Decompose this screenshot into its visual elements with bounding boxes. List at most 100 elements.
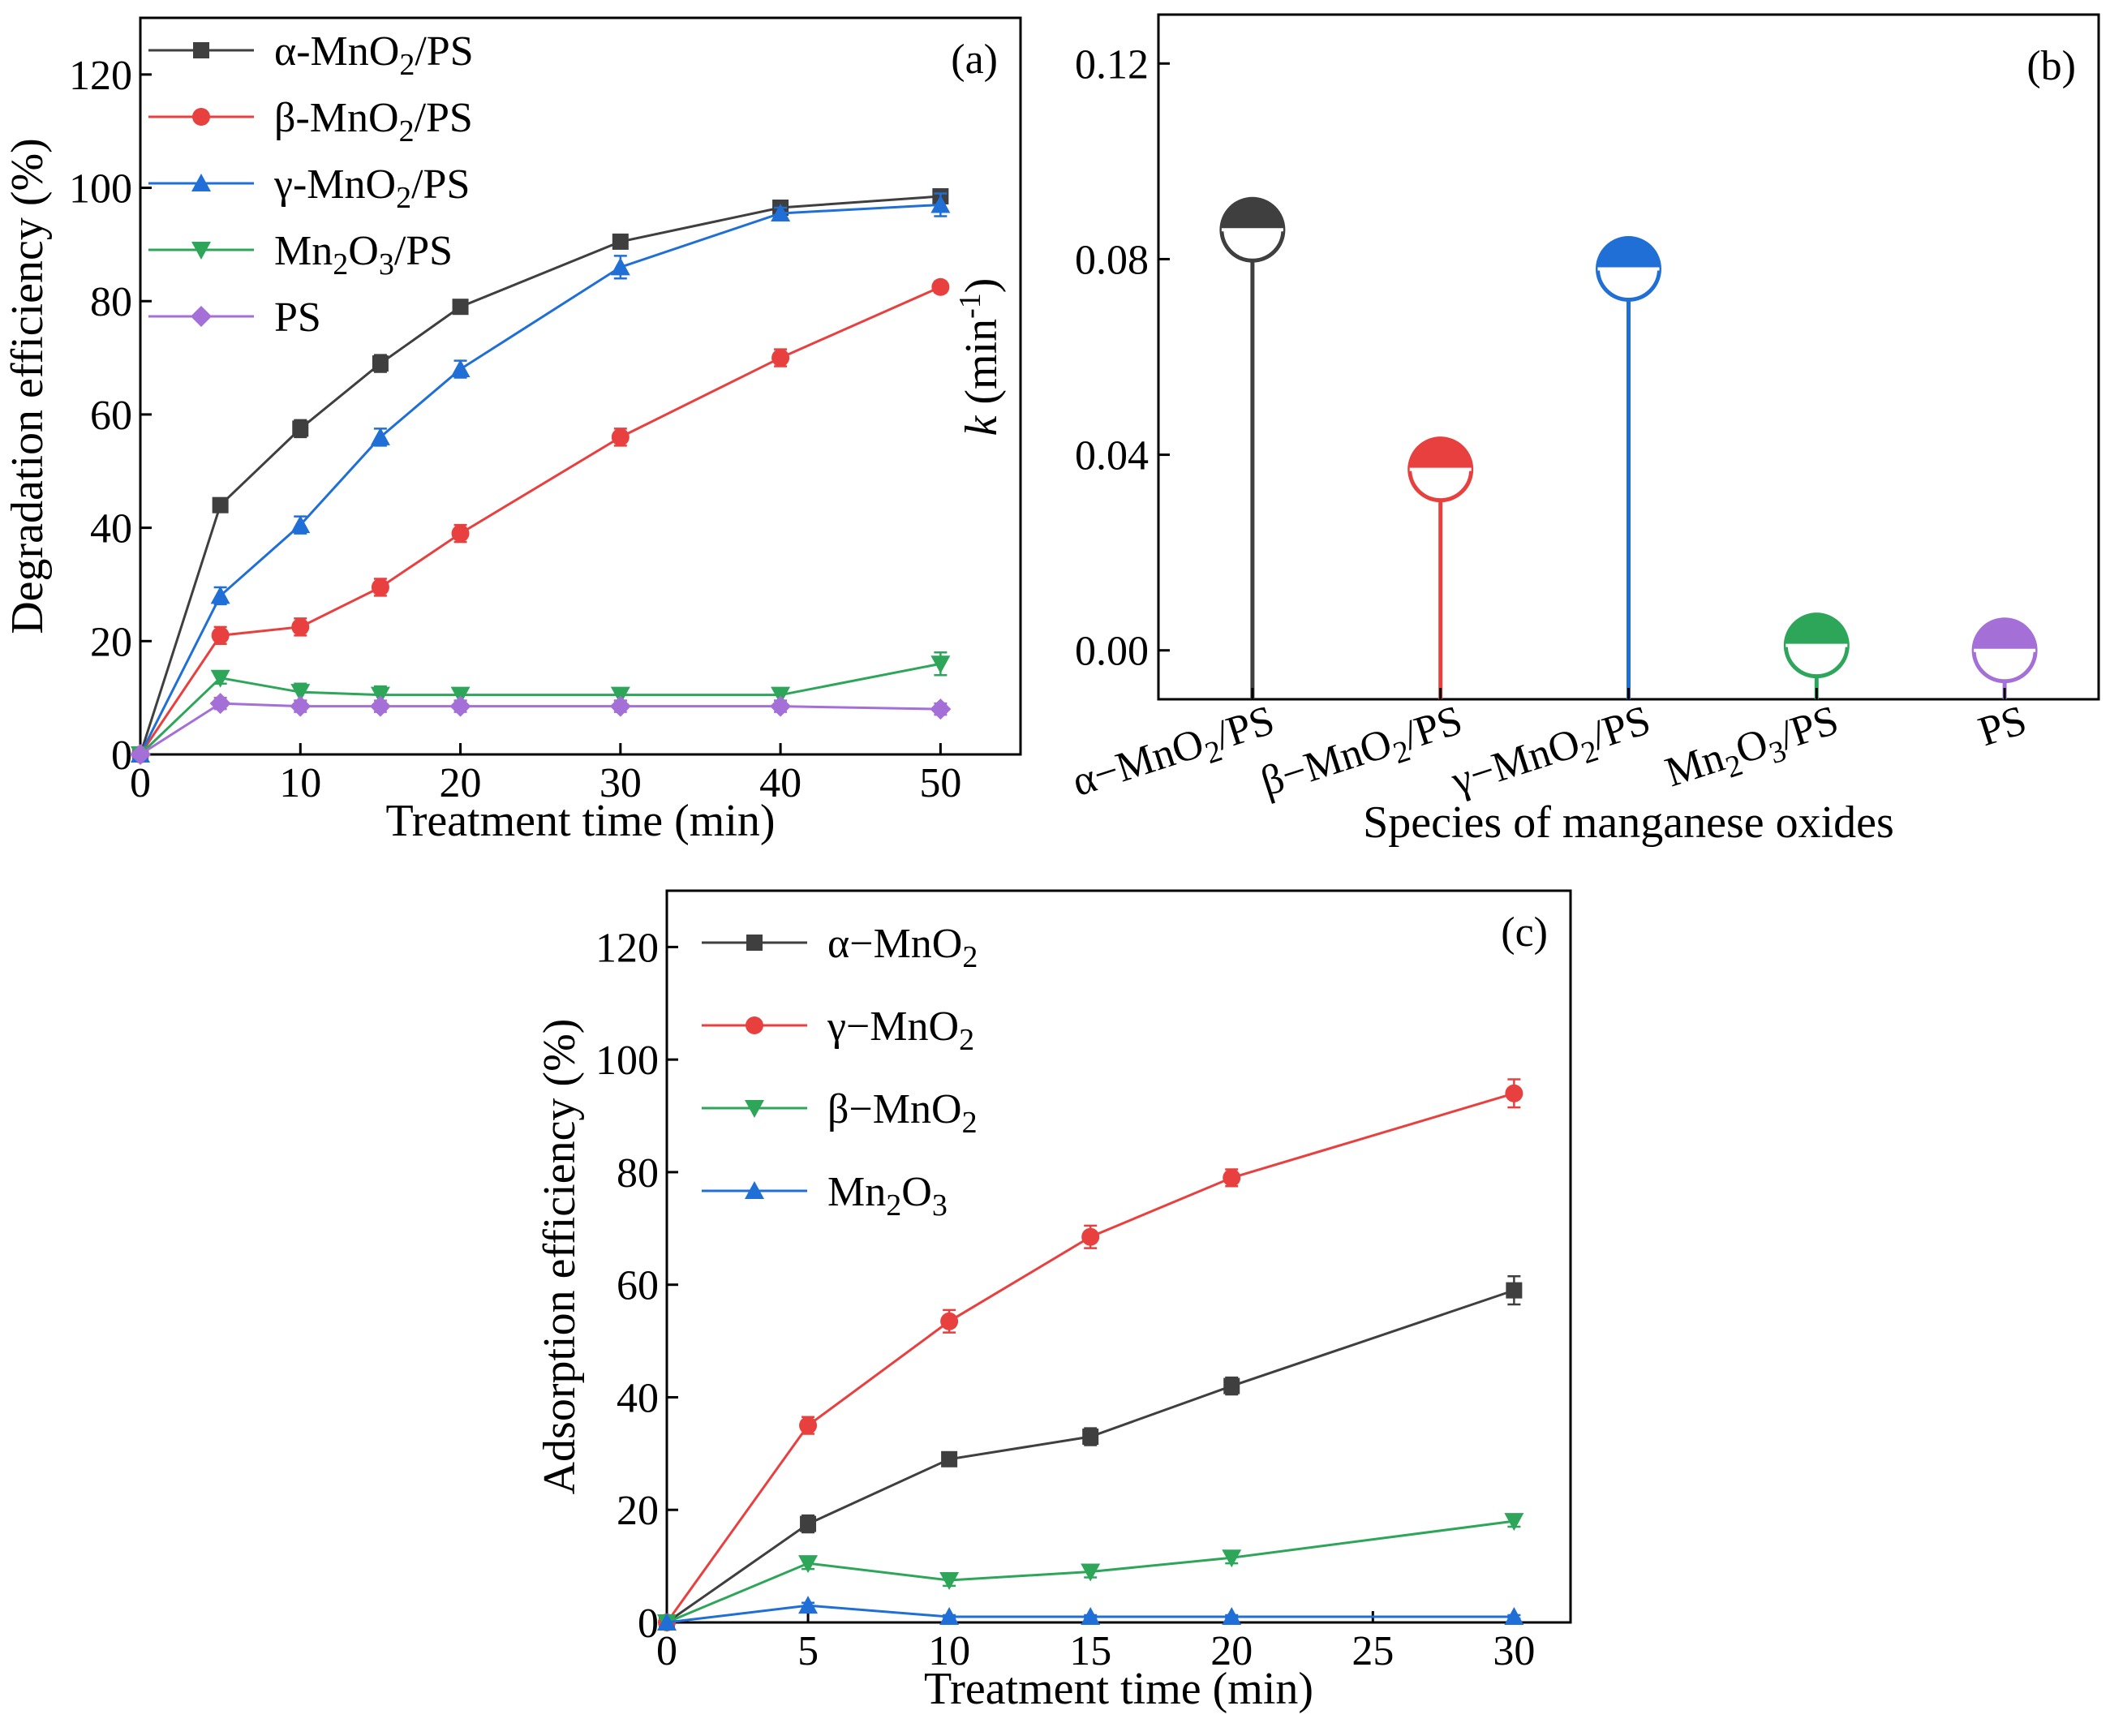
x-axis-label: Species of manganese oxides [1363, 797, 1894, 848]
legend-marker [745, 1100, 764, 1118]
data-point [210, 586, 230, 604]
label-main: γ-MnO [273, 161, 396, 208]
series-line [666, 1289, 1515, 1624]
data-point [771, 349, 790, 367]
data-point [209, 693, 231, 715]
data-point [130, 744, 151, 765]
x-tick-label: 50 [919, 760, 961, 806]
series-1 [658, 1078, 1523, 1631]
x-axis-label: Treatment time (min) [385, 796, 775, 846]
y-tick-label: 60 [90, 393, 132, 439]
data-point [798, 1555, 819, 1574]
y-tick-label: 60 [617, 1263, 659, 1309]
data-point [210, 669, 230, 688]
y-tick-label: 0 [638, 1601, 659, 1647]
data-point [1505, 1084, 1523, 1102]
legend-entry: γ-MnO2/PS [273, 161, 470, 215]
data-point [609, 695, 631, 717]
x-tick-label: 30 [599, 760, 642, 806]
series-0 [132, 188, 949, 763]
label-subscript: 2 [886, 1188, 901, 1223]
legend-marker [193, 42, 209, 58]
x-tick-label: α−MnO2/PS [1067, 697, 1282, 812]
label-subscript: 2 [396, 181, 411, 215]
label-main: α−MnO [1067, 720, 1210, 806]
legend-entry: α-MnO2/PS [274, 28, 474, 82]
x-tick-label: 40 [759, 760, 801, 806]
label-rest: O [901, 1169, 932, 1215]
label-rest: /PS [1586, 697, 1656, 759]
series-line [140, 702, 941, 756]
label-main: Mn [827, 1169, 886, 1215]
label-main: α−MnO [827, 921, 962, 967]
legend-entry: α−MnO2 [827, 921, 978, 974]
data-point [451, 524, 470, 543]
label-rest: /PS [1210, 697, 1279, 759]
data-point [930, 698, 952, 720]
y-tick-label: 0 [111, 733, 132, 779]
legend-entry: γ−MnO2 [827, 1003, 974, 1057]
y-tick-label: 120 [69, 53, 132, 99]
legend-marker [746, 1016, 763, 1034]
x-tick-label: β−MnO2/PS [1255, 697, 1470, 812]
data-point [1222, 1607, 1242, 1626]
x-tick-label: 10 [928, 1628, 970, 1674]
x-tick-label: 15 [1069, 1628, 1111, 1674]
y-label-superscript: -1 [953, 293, 987, 319]
x-axis-label: Treatment time (min) [924, 1664, 1313, 1714]
series-line [666, 1519, 1515, 1624]
x-tick-label: 5 [797, 1628, 819, 1674]
label-main: Mn [274, 228, 333, 274]
x-tick-label: γ−MnO2/PS [1446, 697, 1658, 811]
legend-marker [745, 1181, 764, 1199]
label-subscript: 2 [962, 1106, 978, 1140]
y-label-close: ) [956, 278, 1007, 294]
y-label-symbol: k [956, 415, 1007, 436]
legend-marker [191, 242, 211, 260]
lollipop-head-fill [1974, 619, 2036, 651]
label-main: α-MnO [274, 28, 399, 75]
panel-label: (c) [1501, 909, 1548, 956]
data-point [799, 1416, 818, 1435]
y-tick-label: 0.00 [1075, 629, 1149, 675]
label-rest-2: /PS [1774, 697, 1844, 759]
series-line [139, 662, 941, 756]
label-main: γ−MnO [827, 1003, 959, 1050]
data-point [211, 626, 230, 645]
label-main: Mn [1660, 734, 1730, 797]
series-1 [131, 277, 950, 763]
label-subscript: 2 [962, 940, 978, 974]
series-0 [659, 1275, 1523, 1631]
y-axis-label: k (min-1) [953, 278, 1007, 436]
data-point [930, 655, 951, 674]
x-tick-label: 10 [279, 760, 321, 806]
label-rest: /PS [415, 28, 473, 75]
data-point [1081, 1563, 1101, 1582]
y-label-unit: (min [956, 319, 1007, 416]
data-point [371, 578, 389, 596]
lollipop-0 [1219, 196, 1286, 699]
legend-entry: β-MnO2/PS [274, 95, 473, 148]
lollipop-head-fill [1597, 238, 1660, 269]
label-main: β−MnO [827, 1086, 962, 1132]
panel-label: (b) [2026, 43, 2076, 89]
data-point [1081, 1227, 1100, 1246]
data-point [931, 277, 950, 296]
data-point [291, 617, 310, 636]
x-tick-label: 0 [656, 1628, 677, 1674]
data-point [370, 427, 390, 445]
label-rest: O [348, 228, 379, 274]
label-rest: /PS [415, 95, 473, 141]
x-tick-label: 0 [130, 760, 151, 806]
label-rest-2: /PS [394, 228, 453, 274]
y-tick-label: 0.12 [1075, 41, 1149, 88]
lollipop-4 [1971, 617, 2038, 699]
data-point [1081, 1607, 1101, 1626]
series-line [666, 1604, 1515, 1624]
legend-entry: PS [274, 294, 321, 341]
data-point [1506, 1282, 1523, 1299]
y-axis-label: Degradation efficiency (%) [2, 138, 53, 634]
data-point [800, 1515, 817, 1532]
